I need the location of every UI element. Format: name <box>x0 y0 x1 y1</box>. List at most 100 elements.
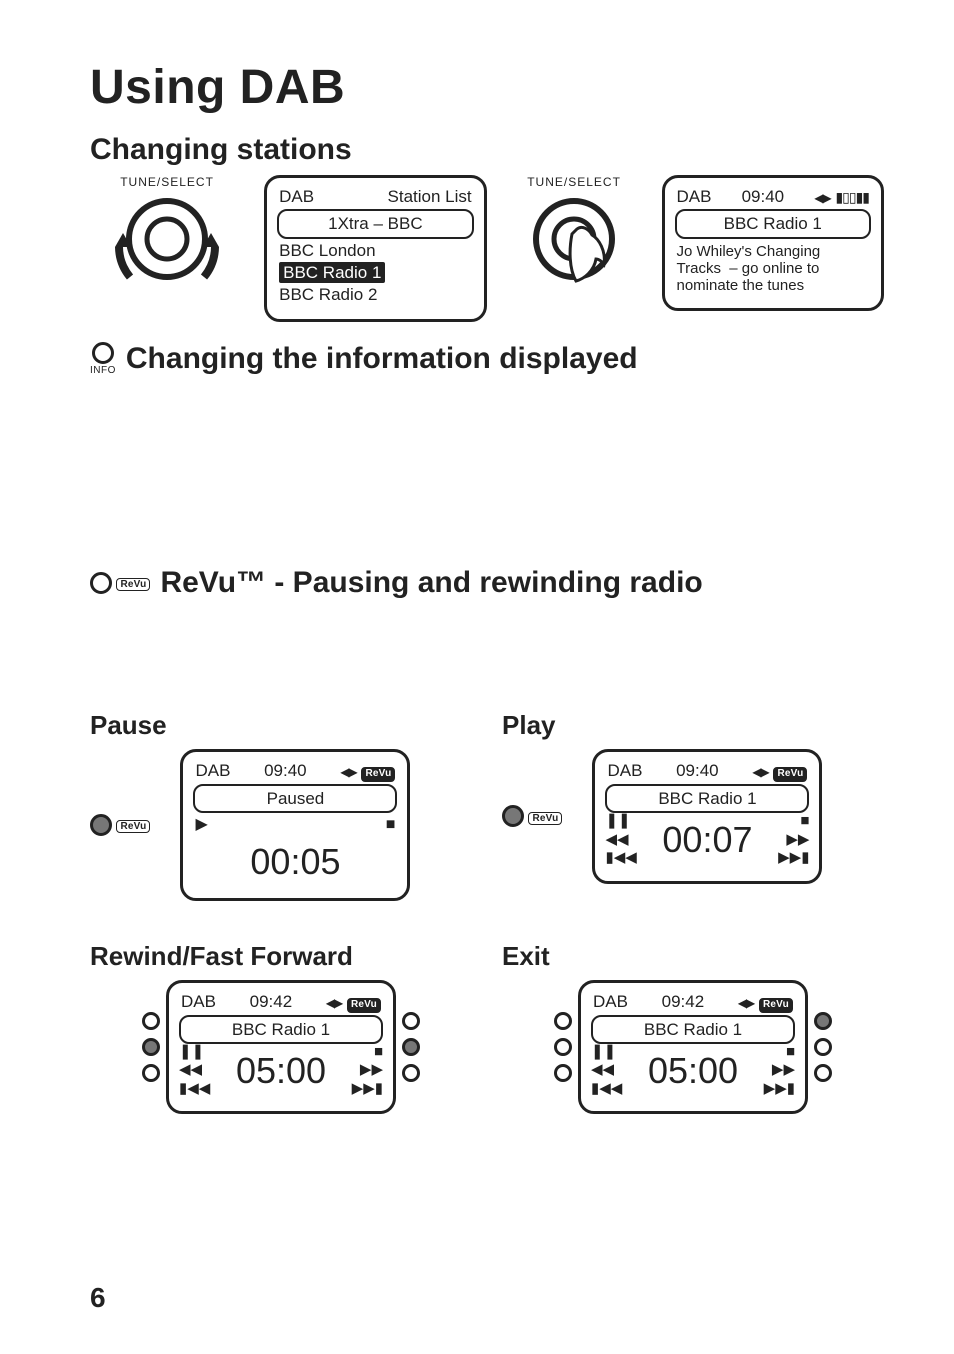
lcd-big-time: 05:00 <box>648 1048 738 1093</box>
revu-label: ReVu <box>528 812 562 825</box>
lcd-play: DAB 09:40 ◀▶ ReVu BBC Radio 1 ❚❚ ◀◀ ▮◀◀ … <box>592 749 822 883</box>
subheading-rewind: Rewind/Fast Forward <box>90 941 472 972</box>
subheading-pause: Pause <box>90 710 472 741</box>
revu-button[interactable]: ReVu <box>502 805 562 827</box>
button-icon <box>554 1064 572 1082</box>
tune-select-press[interactable]: TUNE/SELECT <box>507 175 642 304</box>
skip-fwd-icon: ▶▶▮ <box>764 1081 795 1098</box>
section-changing-info: Changing the information displayed <box>126 342 638 376</box>
lcd-big-time: 05:00 <box>236 1048 326 1093</box>
lcd-time: 09:40 <box>742 186 785 207</box>
skip-fwd-icon: ▶▶▮ <box>352 1081 383 1098</box>
play-icon: ▶ <box>195 815 207 835</box>
page-title: Using DAB <box>90 60 884 115</box>
list-item: BBC London <box>277 239 474 261</box>
revu-label: ReVu <box>116 820 150 833</box>
left-icons: ❚❚ ◀◀ ▮◀◀ <box>605 813 636 867</box>
lcd-time: 09:42 <box>662 991 705 1012</box>
lcd-station-list: DAB Station List 1Xtra – BBC BBC London … <box>264 175 487 322</box>
stereo-revu-icon: ◀▶ ReVu <box>340 760 395 782</box>
stereo-revu-icon: ◀▶ ReVu <box>752 760 807 782</box>
button-label: INFO <box>90 366 116 376</box>
button-icon <box>814 1064 832 1082</box>
rewind-icon: ◀◀ <box>605 832 628 849</box>
info-button[interactable]: INFO <box>90 342 116 376</box>
stereo-revu-icon: ◀▶ ReVu <box>326 991 381 1013</box>
stop-icon: ■ <box>786 1044 795 1061</box>
lcd-title-left: DAB <box>607 760 642 781</box>
tune-select-dial[interactable]: TUNE/SELECT <box>90 175 244 304</box>
stereo-revu-icon: ◀▶ ReVu <box>738 991 793 1013</box>
lcd-title-left: DAB <box>677 186 712 207</box>
pause-icon: ❚❚ <box>591 1044 616 1061</box>
left-button-group[interactable] <box>142 1012 160 1082</box>
lcd-pause: DAB 09:40 ◀▶ ReVu Paused ▶ ■ 00:05 <box>180 749 410 901</box>
stereo-signal-icon: ◀▶ ▮▯▯▮▮ <box>814 186 869 207</box>
dial-caption: TUNE/SELECT <box>90 175 244 189</box>
button-icon <box>92 342 114 364</box>
lcd-now-playing: DAB 09:40 ◀▶ ▮▯▯▮▮ BBC Radio 1 Jo Whiley… <box>662 175 885 311</box>
left-button-group[interactable] <box>554 1012 572 1082</box>
list-item: BBC Radio 2 <box>277 283 474 305</box>
right-button-group[interactable] <box>402 1012 420 1082</box>
stop-icon: ■ <box>800 813 809 830</box>
lcd-exit: DAB 09:42 ◀▶ ReVu BBC Radio 1 ❚❚ ◀◀ ▮◀◀ … <box>578 980 808 1114</box>
button-icon <box>142 1012 160 1030</box>
button-icon <box>554 1038 572 1056</box>
lcd-title-left: DAB <box>195 760 230 781</box>
button-icon <box>814 1038 832 1056</box>
right-icons: ■ ▶▶ ▶▶▮ <box>764 1044 795 1098</box>
section-revu: ReVu™ - Pausing and rewinding radio <box>160 566 702 600</box>
right-button-group[interactable] <box>814 1012 832 1082</box>
left-icons: ❚❚ ◀◀ ▮◀◀ <box>591 1044 622 1098</box>
skip-back-icon: ▮◀◀ <box>605 850 636 867</box>
stop-icon: ■ <box>386 815 396 835</box>
page-number: 6 <box>90 1282 106 1314</box>
lcd-pill: BBC Radio 1 <box>605 784 809 813</box>
button-icon-active <box>814 1012 832 1030</box>
lcd-scroll-text: Jo Whiley's Changing Tracks – go online … <box>675 239 872 295</box>
rewind-icon: ◀◀ <box>179 1062 202 1079</box>
revu-label: ReVu <box>116 578 150 591</box>
button-icon <box>402 1064 420 1082</box>
dial-caption: TUNE/SELECT <box>507 175 642 189</box>
lcd-pill: 1Xtra – BBC <box>277 209 474 238</box>
skip-back-icon: ▮◀◀ <box>179 1081 210 1098</box>
lcd-time: 09:42 <box>250 991 293 1012</box>
revu-button[interactable]: ReVu <box>90 572 150 594</box>
right-icons: ■ ▶▶ ▶▶▮ <box>778 813 809 867</box>
lcd-time: 09:40 <box>264 760 307 781</box>
lcd-pill: Paused <box>193 784 397 813</box>
lcd-pill: BBC Radio 1 <box>675 209 872 238</box>
rewind-icon: ◀◀ <box>591 1062 614 1079</box>
ffwd-icon: ▶▶ <box>772 1062 795 1079</box>
pause-icon: ❚❚ <box>605 813 630 830</box>
button-icon <box>142 1064 160 1082</box>
button-icon-active <box>142 1038 160 1056</box>
section-changing-stations: Changing stations <box>90 133 884 167</box>
lcd-big-time: 00:07 <box>662 817 752 862</box>
button-icon <box>90 572 112 594</box>
button-icon <box>90 814 112 836</box>
list-item-selected: BBC Radio 1 <box>277 261 474 283</box>
left-icons: ❚❚ ◀◀ ▮◀◀ <box>179 1044 210 1098</box>
skip-fwd-icon: ▶▶▮ <box>778 850 809 867</box>
lcd-rewind: DAB 09:42 ◀▶ ReVu BBC Radio 1 ❚❚ ◀◀ ▮◀◀ … <box>166 980 396 1114</box>
lcd-pill: BBC Radio 1 <box>179 1015 383 1044</box>
pause-icon: ❚❚ <box>179 1044 204 1061</box>
button-icon <box>502 805 524 827</box>
skip-back-icon: ▮◀◀ <box>591 1081 622 1098</box>
subheading-play: Play <box>502 710 884 741</box>
dial-press-icon <box>514 189 634 304</box>
lcd-big-time: 00:05 <box>193 839 397 884</box>
ffwd-icon: ▶▶ <box>786 832 809 849</box>
button-icon <box>402 1012 420 1030</box>
lcd-title-right: Station List <box>388 186 472 207</box>
button-icon <box>554 1012 572 1030</box>
ffwd-icon: ▶▶ <box>360 1062 383 1079</box>
button-icon-active <box>402 1038 420 1056</box>
revu-button[interactable]: ReVu <box>90 814 150 836</box>
lcd-title-left: DAB <box>593 991 628 1012</box>
subheading-exit: Exit <box>502 941 884 972</box>
lcd-time: 09:40 <box>676 760 719 781</box>
